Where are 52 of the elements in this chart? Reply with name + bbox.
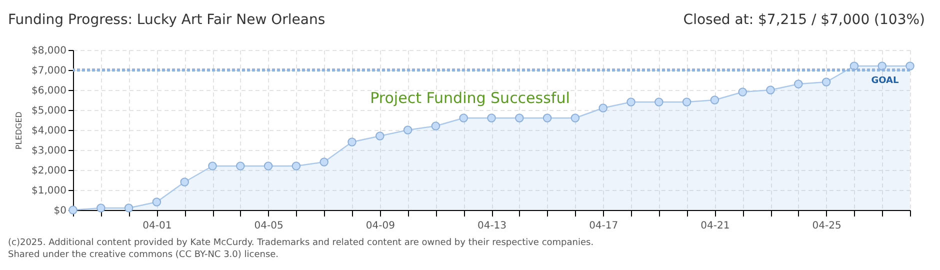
point [850, 62, 859, 70]
y-tick-label: $5,000 [32, 106, 66, 116]
point [542, 114, 552, 122]
point [710, 96, 720, 104]
x-tick-label: 04-13 [477, 220, 507, 232]
point [515, 114, 524, 122]
y-tick-label: $0 [54, 206, 66, 216]
point [292, 162, 301, 170]
point [348, 138, 356, 146]
point [794, 80, 803, 88]
chart-title: Funding Progress: Lucky Art Fair New Orleans [8, 12, 326, 28]
point [626, 98, 636, 106]
y-tick-label: $3,000 [32, 146, 66, 156]
ref-line-label: GOAL [871, 76, 900, 86]
point [487, 114, 496, 122]
y-tick-label: $8,000 [32, 46, 66, 56]
point [376, 132, 384, 140]
point [403, 126, 412, 134]
point [654, 98, 664, 106]
point [320, 158, 328, 166]
point [96, 204, 106, 212]
annotation: Project Funding Successful [370, 89, 570, 107]
text: Shared under the creative commons (CC BY-NC 3.0) license. [8, 250, 279, 260]
point [264, 162, 273, 170]
y-tick-label: $7,000 [32, 66, 66, 76]
point [766, 86, 775, 94]
text: (c)2025. Additional content provided by Kate McCurdy. Trademarks and related content are owned by their respective companies. [8, 238, 594, 248]
x-tick-label: 04-09 [366, 220, 395, 232]
point [906, 62, 914, 70]
point [570, 114, 580, 122]
x-tick-label: 04-05 [254, 220, 284, 232]
point [124, 204, 134, 212]
point [152, 198, 162, 206]
y-axis-title: PLEDGED [14, 112, 24, 150]
point [236, 162, 245, 170]
y-tick-label: $1,000 [32, 186, 66, 196]
y-tick-label: $4,000 [32, 126, 66, 136]
x-tick-label: 04-01 [142, 220, 172, 232]
point [738, 88, 747, 96]
point [459, 114, 468, 122]
y-tick-label: $6,000 [32, 86, 66, 96]
text: Closed at: $7,215 / $7,000 (103%) [683, 12, 925, 28]
point [431, 122, 440, 130]
y-tick-label: $2,000 [32, 166, 66, 176]
point [822, 78, 831, 86]
point [598, 104, 608, 112]
x-tick-label: 04-21 [700, 220, 730, 232]
x-tick-label: 04-25 [812, 220, 842, 232]
x-tick-label: 04-17 [589, 220, 618, 232]
point [682, 98, 692, 106]
point [180, 178, 189, 186]
point [208, 162, 217, 170]
